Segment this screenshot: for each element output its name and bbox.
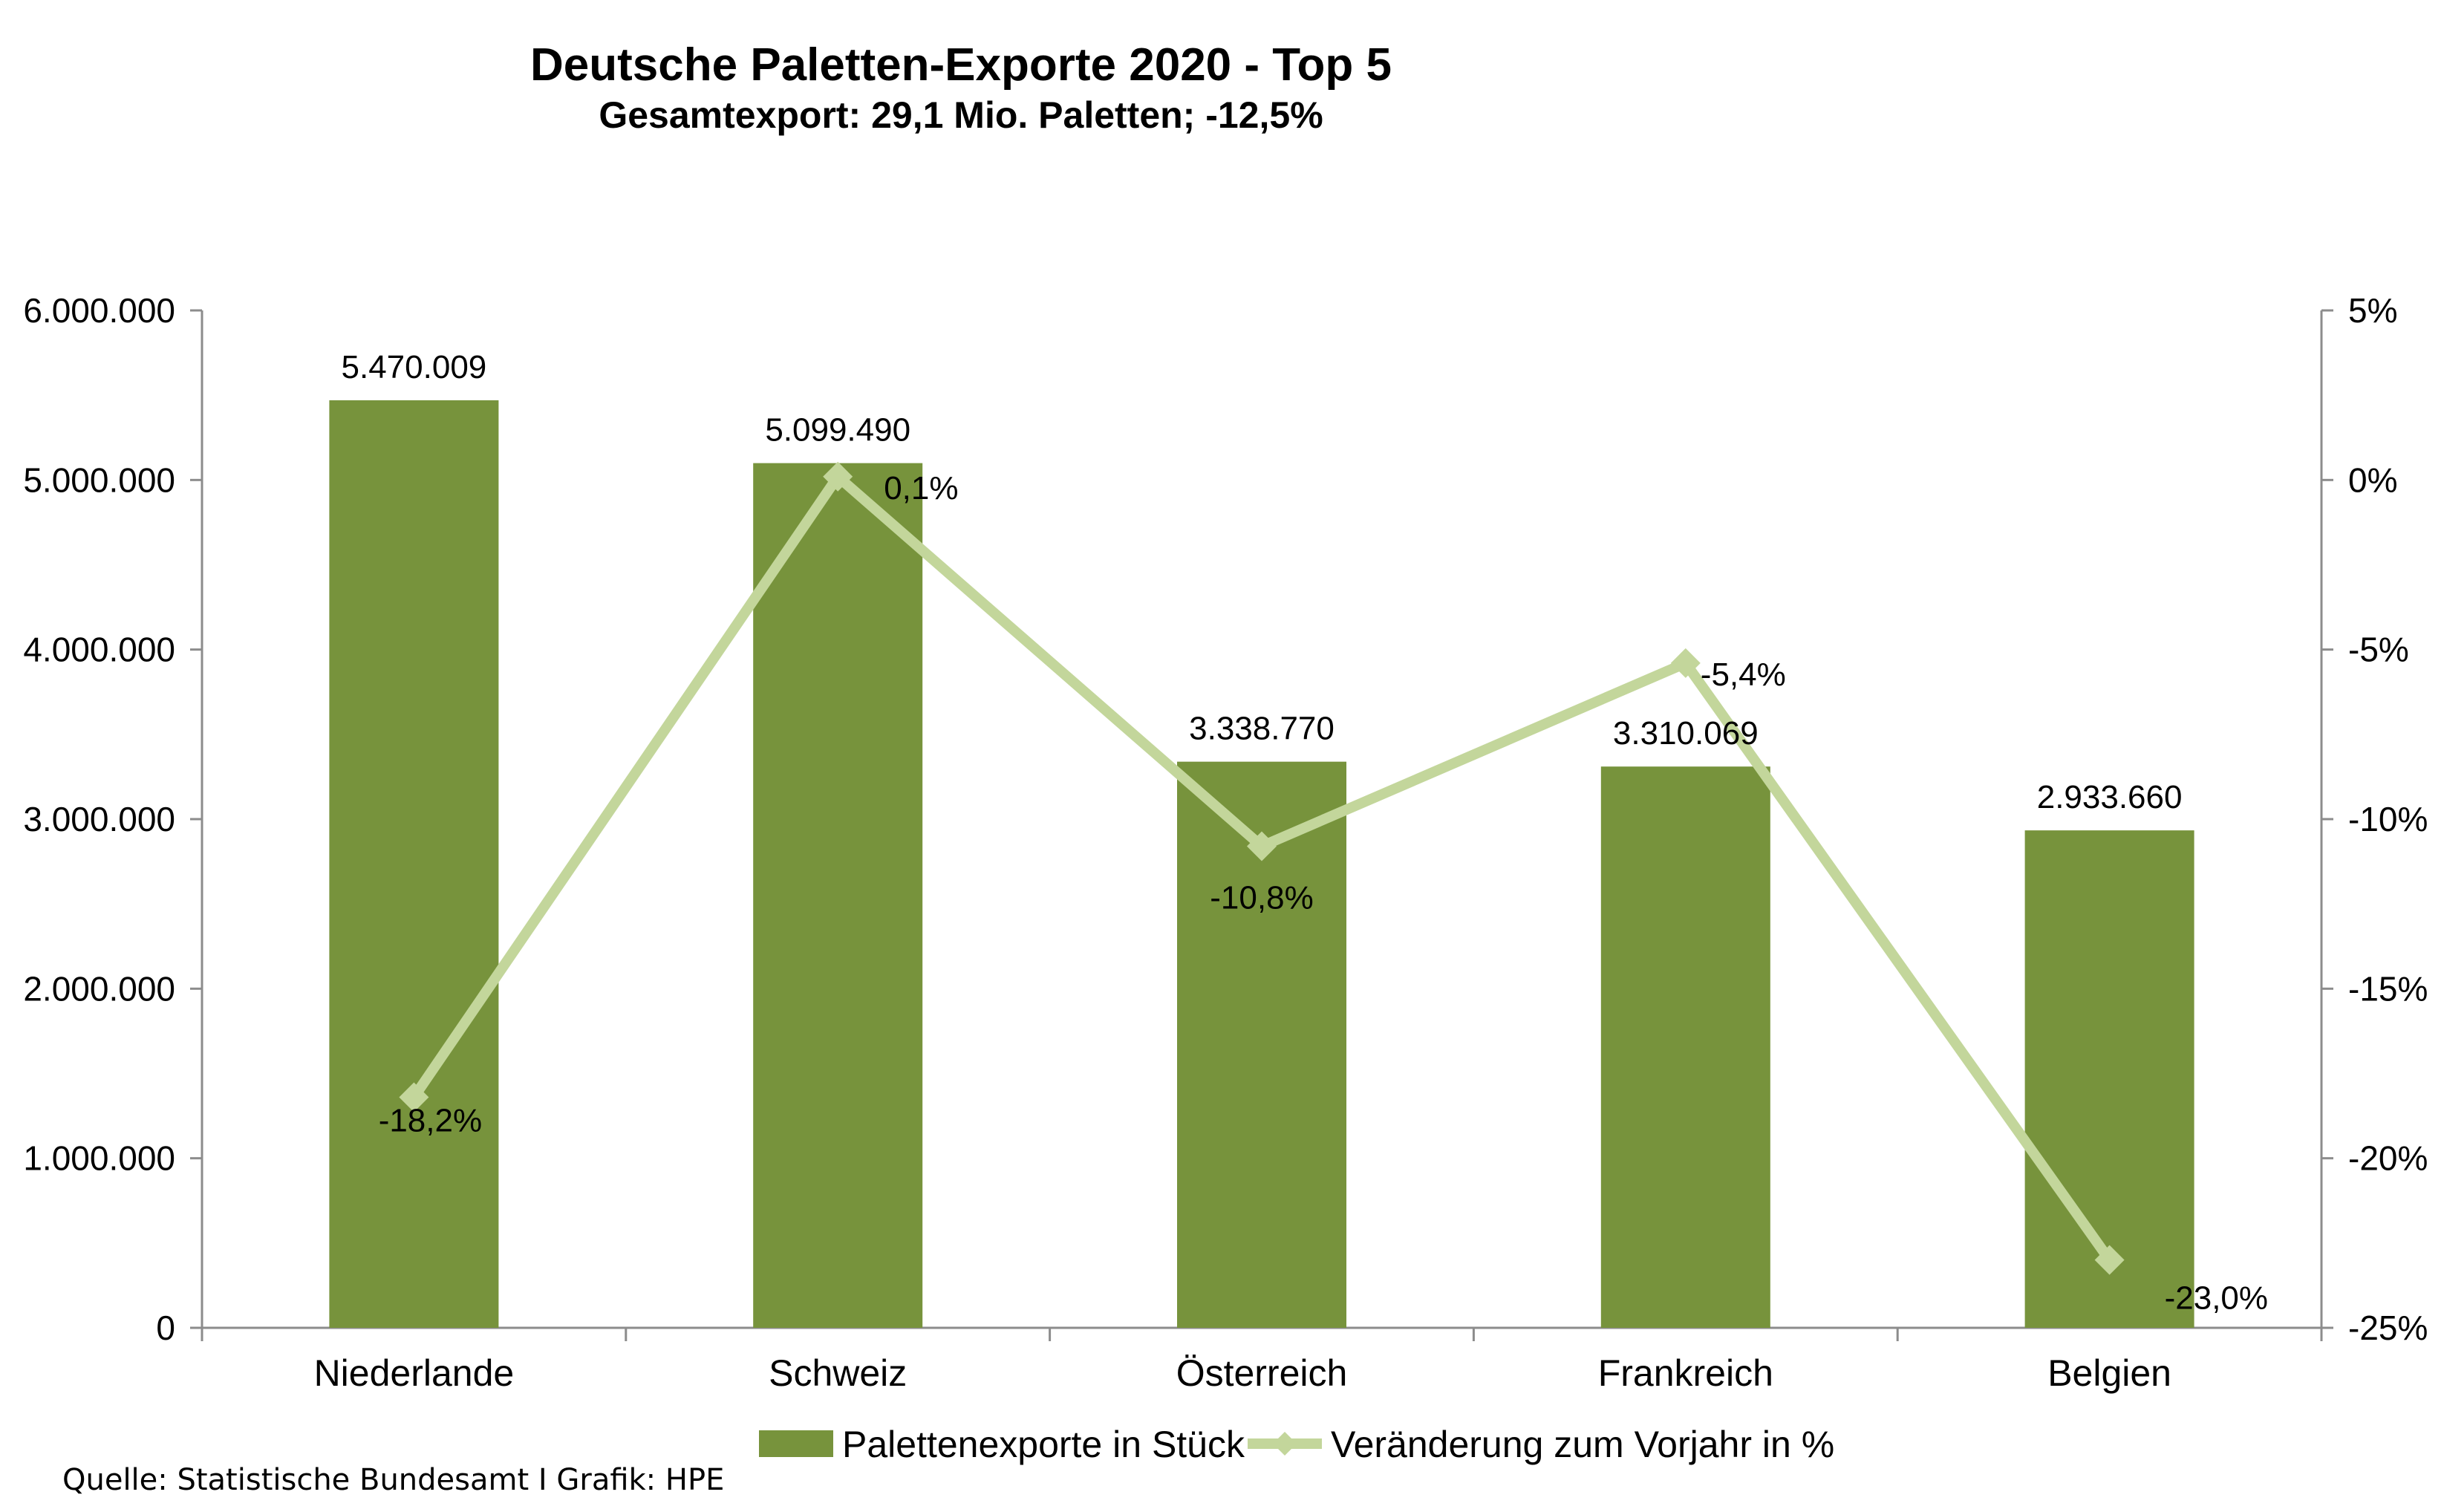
bar [1600,766,1770,1328]
y-left-tick-label: 4.000.000 [23,630,175,669]
y-right-tick-label: 0% [2348,460,2397,499]
bar-value-label: 5.470.009 [342,349,487,385]
line-value-label: -23,0% [2165,1280,2268,1317]
data-labels: 5.470.009 5.099.490 3.338.770 3.310.069 2.93… [342,349,2268,1317]
bar-value-label: 5.099.490 [765,412,910,449]
line-value-label: -18,2% [379,1102,482,1138]
bar-series [329,400,2194,1328]
y-right-tick-label: -25% [2348,1309,2428,1347]
line-value-label: 0,1% [884,470,958,506]
line-marker [823,461,853,492]
bar [753,463,923,1328]
y-left-tick-label: 6.000.000 [23,291,175,330]
line-marker [2094,1245,2125,1275]
y-right-tick-label: -10% [2348,800,2428,838]
legend-swatch-bars [759,1430,833,1457]
chart-subtitle: Gesamtexport: 29,1 Mio. Paletten; -12,5% [599,94,1323,136]
y-left-tick-label: 2.000.000 [23,969,175,1008]
legend-swatch-marker [1273,1432,1297,1456]
x-category-label: Niederlande [314,1352,515,1394]
x-category-label: Frankreich [1598,1352,1773,1394]
y-left-tick-label: 0 [156,1309,175,1347]
x-category-label: Schweiz [769,1352,907,1394]
legend: Palettenexporte in Stück Veränderung zum … [759,1424,1834,1465]
line-value-label: -10,8% [1210,880,1313,916]
legend-label-line: Veränderung zum Vorjahr in % [1331,1424,1834,1465]
line-series [399,461,2125,1275]
source-note: Quelle: Statistische Bundesamt I Grafik:… [62,1463,724,1497]
y-right-tick-label: -20% [2348,1139,2428,1178]
bar [2024,830,2194,1328]
bar [329,400,499,1328]
y-right-tick-label: -15% [2348,969,2428,1008]
x-category-label: Belgien [2047,1352,2171,1394]
line-marker [1247,831,1277,861]
y-left-tick-label: 5.000.000 [23,460,175,499]
bar-value-label: 3.310.069 [1613,715,1759,752]
y-left-tick-label: 3.000.000 [23,800,175,838]
chart-title: Deutsche Paletten-Exporte 2020 - Top 5 [530,39,1392,91]
y-right-tick-label: -5% [2348,630,2409,669]
line-marker [1670,648,1701,678]
y-left-tick-label: 1.000.000 [23,1139,175,1178]
bar-value-label: 2.933.660 [2037,779,2183,815]
line-value-label: -5,4% [1701,656,1786,693]
legend-label-bars: Palettenexporte in Stück [842,1424,1245,1465]
bar-value-label: 3.338.770 [1189,711,1335,747]
line-marker [399,1082,429,1112]
y-right-tick-label: 5% [2348,291,2397,330]
axes: 0 1.000.000 2.000.000 3.000.000 4.000.000 5.0… [23,291,2428,1394]
x-category-label: Österreich [1176,1352,1348,1394]
